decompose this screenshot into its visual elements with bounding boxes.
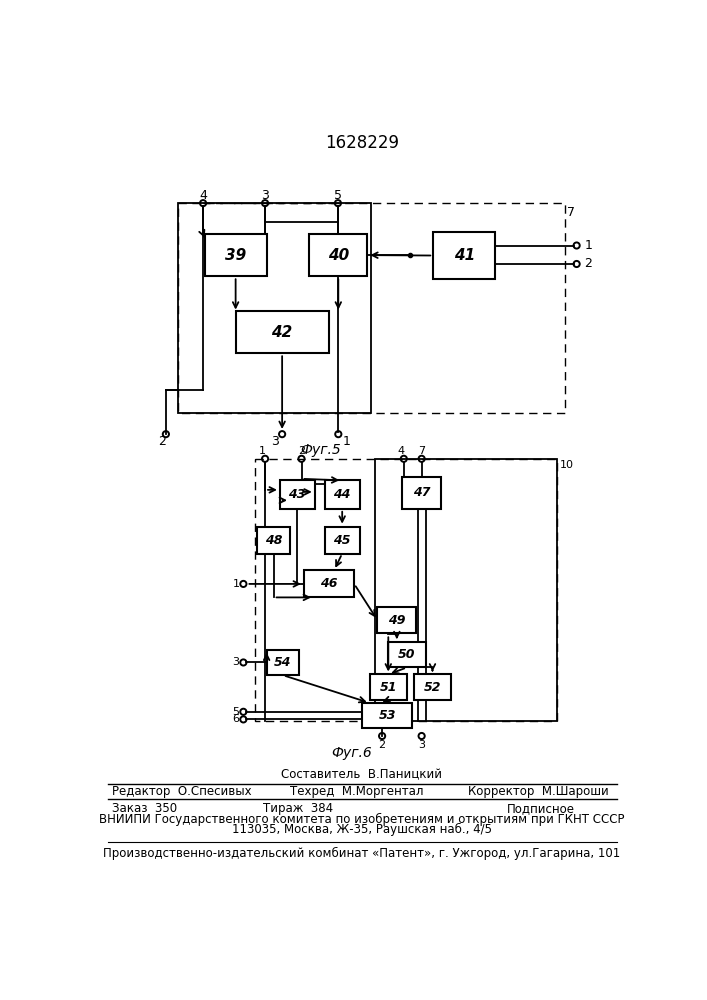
Text: 52: 52 xyxy=(423,681,441,694)
Text: 49: 49 xyxy=(388,614,406,627)
Text: Корректор  М.Шароши: Корректор М.Шароши xyxy=(468,785,609,798)
Text: 1: 1 xyxy=(342,435,350,448)
Text: 44: 44 xyxy=(334,488,351,501)
Text: 10: 10 xyxy=(559,460,573,470)
Bar xyxy=(402,477,441,509)
Bar xyxy=(304,570,354,597)
Text: ВНИИПИ Государственного комитета по изобретениям и открытиям при ГКНТ СССР: ВНИИПИ Государственного комитета по изоб… xyxy=(99,813,625,826)
Text: Производственно-издательский комбинат «Патент», г. Ужгород, ул.Гагарина, 101: Производственно-издательский комбинат «П… xyxy=(103,846,621,860)
Bar xyxy=(325,480,360,509)
Text: 3: 3 xyxy=(233,657,240,667)
Text: 3: 3 xyxy=(418,740,425,750)
Text: 1: 1 xyxy=(233,579,240,589)
Text: Фуг.6: Фуг.6 xyxy=(332,746,373,760)
Text: Составитель  В.Паницкий: Составитель В.Паницкий xyxy=(281,768,443,781)
Text: 46: 46 xyxy=(320,577,338,590)
Text: 2: 2 xyxy=(298,446,305,456)
Text: 3: 3 xyxy=(271,435,279,448)
Text: 113035, Москва, Ж-35, Раушская наб., 4/5: 113035, Москва, Ж-35, Раушская наб., 4/5 xyxy=(232,823,492,836)
Text: 41: 41 xyxy=(454,248,475,263)
Text: 1: 1 xyxy=(585,239,592,252)
Text: Редактор  О.Спесивых: Редактор О.Спесивых xyxy=(112,785,251,798)
Bar xyxy=(375,459,557,721)
Text: 45: 45 xyxy=(334,534,351,547)
Bar xyxy=(414,674,451,700)
Bar xyxy=(257,527,290,554)
Text: Подписное: Подписное xyxy=(507,802,575,815)
Text: 5: 5 xyxy=(334,189,342,202)
Bar xyxy=(433,232,495,279)
Text: 40: 40 xyxy=(327,248,349,263)
Bar xyxy=(204,234,267,276)
Text: 7: 7 xyxy=(567,206,575,219)
Text: 47: 47 xyxy=(413,486,431,499)
Text: 6: 6 xyxy=(233,714,240,724)
Text: Тираж  384: Тираж 384 xyxy=(262,802,333,815)
Text: 51: 51 xyxy=(380,681,397,694)
Text: Техред  М.Моргентал: Техред М.Моргентал xyxy=(290,785,423,798)
Bar xyxy=(177,203,565,413)
Bar xyxy=(325,527,360,554)
Text: 7: 7 xyxy=(418,446,425,456)
Bar xyxy=(177,203,371,413)
Bar xyxy=(378,607,416,633)
Text: 4: 4 xyxy=(398,446,405,456)
Text: 53: 53 xyxy=(378,709,396,722)
Bar xyxy=(309,234,368,276)
Text: 2: 2 xyxy=(585,257,592,270)
Text: 5: 5 xyxy=(233,707,240,717)
Text: 1: 1 xyxy=(259,446,267,456)
Text: 43: 43 xyxy=(288,488,306,501)
Bar xyxy=(255,459,557,721)
Bar xyxy=(267,650,299,675)
Text: 1628229: 1628229 xyxy=(325,134,399,152)
Text: 4: 4 xyxy=(199,189,207,202)
Text: 2: 2 xyxy=(378,740,385,750)
Text: 2: 2 xyxy=(158,435,166,448)
Text: 42: 42 xyxy=(271,325,293,340)
Text: Заказ  350: Заказ 350 xyxy=(112,802,177,815)
Bar xyxy=(370,674,407,700)
Text: Фуг.5: Фуг.5 xyxy=(300,443,341,457)
Bar xyxy=(362,703,412,728)
Text: 54: 54 xyxy=(274,656,292,669)
Text: 39: 39 xyxy=(225,248,246,263)
Bar xyxy=(280,480,315,509)
Bar xyxy=(388,642,426,667)
Bar xyxy=(235,311,329,353)
Text: 48: 48 xyxy=(265,534,282,547)
Text: 50: 50 xyxy=(398,648,416,661)
Text: 3: 3 xyxy=(261,189,269,202)
